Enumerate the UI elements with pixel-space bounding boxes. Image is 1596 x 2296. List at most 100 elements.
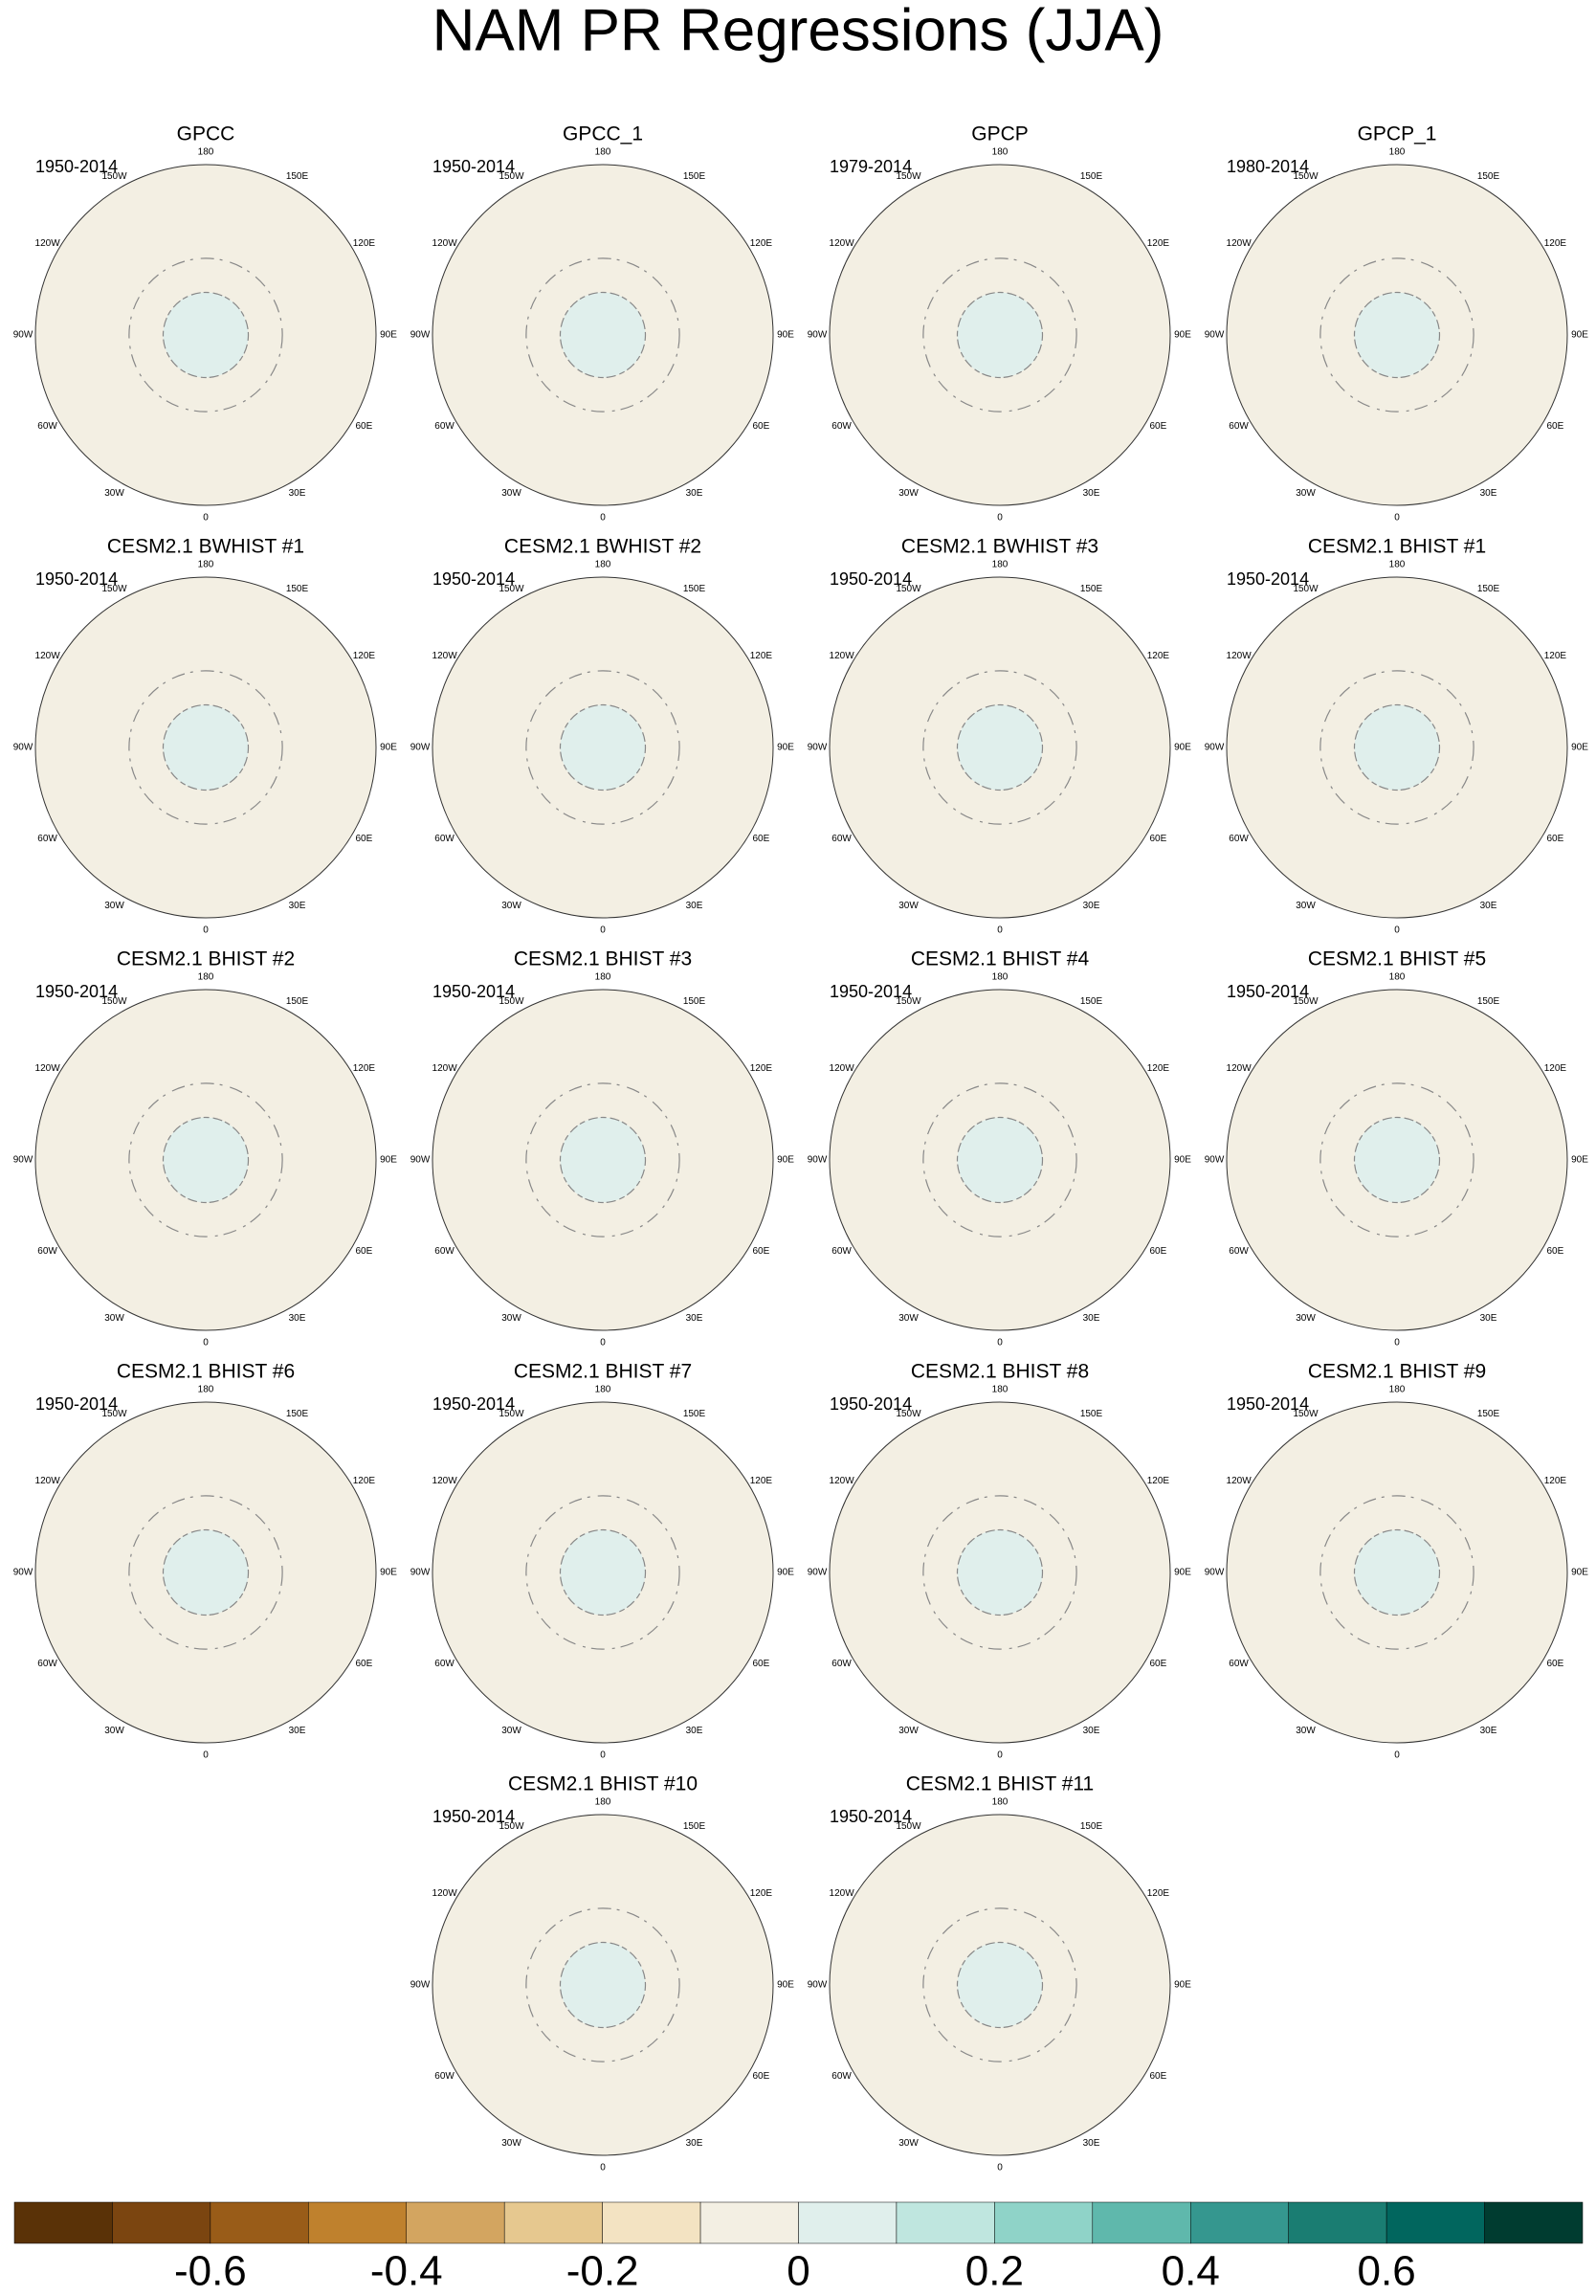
panel-period: 1979-2014: [830, 157, 912, 176]
longitude-label: 60W: [831, 421, 852, 432]
longitude-label: 120W: [1227, 1063, 1252, 1074]
panel-period: 1950-2014: [1227, 1394, 1309, 1414]
longitude-label: 120W: [830, 1888, 855, 1899]
latitude-ring: [162, 1116, 250, 1204]
longitude-label: 120W: [35, 651, 61, 661]
longitude-label: 90E: [380, 743, 397, 753]
panel-title: GPCC_1: [563, 123, 643, 145]
longitude-label: 30E: [289, 488, 306, 499]
latitude-ring: [525, 1495, 680, 1650]
latitude-ring: [128, 670, 283, 825]
longitude-label: 120E: [1544, 238, 1567, 249]
longitude-label: 90W: [410, 1568, 431, 1578]
longitude-label: 180: [992, 1385, 1009, 1395]
longitude-label: 0: [1394, 925, 1400, 936]
panel-title: CESM2.1 BHIST #2: [117, 948, 295, 970]
colorbar-box: [406, 2201, 505, 2244]
latitude-ring: [525, 670, 680, 825]
longitude-label: 120W: [35, 1063, 61, 1074]
longitude-label: 120W: [1227, 238, 1252, 249]
longitude-label: 60W: [434, 2071, 454, 2082]
panel-title: CESM2.1 BWHIST #2: [504, 536, 701, 558]
longitude-label: 0: [997, 2163, 1003, 2173]
longitude-label: 90E: [1571, 743, 1588, 753]
longitude-label: 150E: [1080, 1409, 1103, 1419]
longitude-label: 30E: [1083, 2138, 1100, 2149]
longitude-label: 150E: [1080, 996, 1103, 1007]
latitude-ring: [1319, 670, 1474, 825]
colorbar-tick-label: -0.2: [566, 2248, 639, 2295]
latitude-ring: [956, 291, 1044, 379]
longitude-label: 150W: [101, 584, 127, 594]
panel-period: 1950-2014: [1227, 982, 1309, 1001]
longitude-label: 90E: [380, 1568, 397, 1578]
longitude-label: 150W: [896, 584, 921, 594]
colorbar-box: [896, 2201, 995, 2244]
longitude-label: 120E: [1147, 238, 1170, 249]
longitude-label: 150W: [1293, 584, 1319, 594]
longitude-label: 60E: [1547, 1246, 1564, 1257]
longitude-label: 150W: [499, 996, 524, 1007]
longitude-label: 60E: [356, 421, 373, 432]
longitude-label: 30W: [104, 1726, 124, 1736]
longitude-label: 90E: [1174, 1568, 1191, 1578]
longitude-label: 120E: [1544, 1063, 1567, 1074]
longitude-label: 30E: [1083, 1726, 1100, 1736]
longitude-label: 150E: [683, 996, 706, 1007]
panel-title: GPCP: [971, 123, 1029, 145]
longitude-label: 60W: [1229, 1246, 1249, 1257]
longitude-label: 150W: [499, 1409, 524, 1419]
longitude-label: 60E: [753, 2071, 770, 2082]
longitude-label: 30W: [104, 488, 124, 499]
map-panel: GPCC 1950-2014 180 150E 120E 90E 60E 30E 0 30W 60W…: [13, 123, 398, 524]
longitude-label: 150E: [1080, 171, 1103, 182]
map-panel: CESM2.1 BWHIST #1 1950-2014 180 150E 120E 90E…: [13, 536, 398, 936]
colorbar-box: [798, 2201, 898, 2244]
longitude-label: 150E: [286, 171, 309, 182]
colorbar-box: [994, 2201, 1094, 2244]
panel-title: CESM2.1 BHIST #6: [117, 1361, 295, 1383]
longitude-label: 60E: [1547, 421, 1564, 432]
longitude-label: 120E: [1544, 1476, 1567, 1486]
latitude-ring: [1353, 1116, 1441, 1204]
latitude-ring: [525, 1907, 680, 2062]
longitude-label: 90W: [1205, 1155, 1225, 1166]
longitude-label: 30W: [1296, 901, 1316, 911]
longitude-label: 30E: [289, 1726, 306, 1736]
colorbar-box: [1385, 2201, 1485, 2244]
longitude-label: 0: [997, 1338, 1003, 1349]
panel-title: CESM2.1 BHIST #5: [1308, 948, 1486, 970]
longitude-label: 0: [203, 1338, 209, 1349]
longitude-label: 150W: [1293, 1409, 1319, 1419]
longitude-label: 60W: [37, 1659, 57, 1669]
longitude-label: 0: [600, 513, 606, 524]
longitude-label: 90E: [1174, 743, 1191, 753]
latitude-ring: [956, 1116, 1044, 1204]
longitude-label: 90E: [1174, 330, 1191, 341]
longitude-label: 150E: [683, 1409, 706, 1419]
longitude-label: 0: [203, 513, 209, 524]
map-panel: GPCP 1979-2014 180 150E 120E 90E 60E 30E 0 30W 60W…: [808, 123, 1192, 524]
longitude-label: 0: [1394, 1338, 1400, 1349]
longitude-label: 30W: [501, 1726, 521, 1736]
longitude-label: 150W: [499, 584, 524, 594]
longitude-label: 30E: [686, 488, 703, 499]
longitude-label: 60W: [434, 1246, 454, 1257]
panel-period: 1950-2014: [35, 569, 118, 589]
longitude-label: 60W: [1229, 421, 1249, 432]
map-panel: CESM2.1 BHIST #10 1950-2014 180 150E 120E 90E…: [410, 1773, 795, 2173]
longitude-label: 180: [992, 1797, 1009, 1808]
longitude-label: 60E: [1150, 1659, 1167, 1669]
map-panel: CESM2.1 BHIST #5 1950-2014 180 150E 120E 90E 6…: [1205, 948, 1589, 1349]
colorbar-box: [308, 2201, 407, 2244]
panel-title: GPCC: [177, 123, 235, 145]
longitude-label: 90W: [410, 743, 431, 753]
longitude-label: 120E: [353, 651, 376, 661]
panel-period: 1950-2014: [432, 1807, 515, 1826]
longitude-label: 0: [997, 513, 1003, 524]
panel-title: CESM2.1 BWHIST #1: [107, 536, 304, 558]
map-panel: CESM2.1 BHIST #2 1950-2014 180 150E 120E 90E 6…: [13, 948, 398, 1349]
panel-period: 1950-2014: [35, 982, 118, 1001]
map-panel: CESM2.1 BWHIST #3 1950-2014 180 150E 120E 90E…: [808, 536, 1192, 936]
longitude-label: 30W: [104, 1313, 124, 1324]
